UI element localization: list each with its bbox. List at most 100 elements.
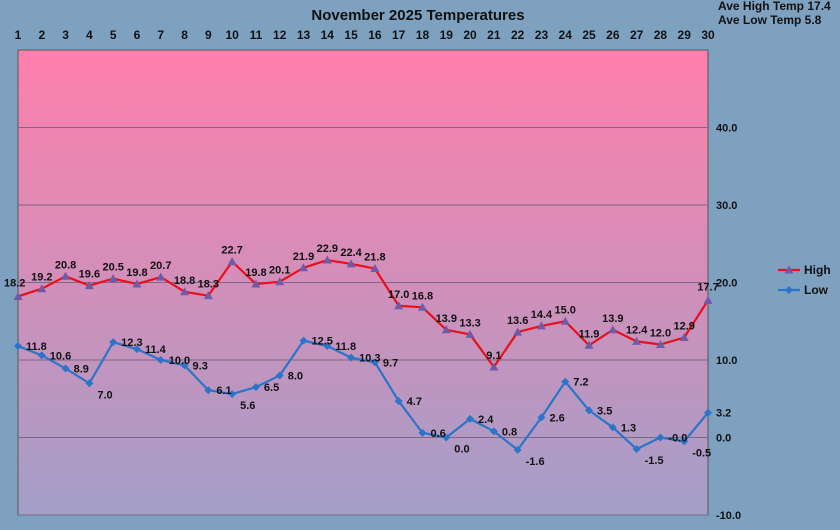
high-data-label: 17.0 bbox=[388, 289, 409, 301]
low-marker bbox=[85, 379, 94, 388]
series-high: 18.2 19.220.819.620.5 19.820.718.8 18.322.7… bbox=[4, 243, 719, 371]
y-tick-label: 30.0 bbox=[716, 200, 737, 212]
series-layer: 18.2 19.220.819.620.5 19.820.718.8 18.322.7… bbox=[4, 243, 731, 468]
low-data-label: 6.1 bbox=[216, 385, 231, 397]
low-data-label: 0.6 bbox=[430, 428, 445, 440]
x-tick-label: 29 bbox=[678, 28, 692, 42]
high-data-label: 17.7 bbox=[697, 281, 718, 293]
high-data-label: 21.8 bbox=[364, 252, 385, 264]
low-marker bbox=[156, 356, 165, 364]
ave-low-temp: Ave Low Temp 5.8 bbox=[718, 13, 822, 27]
low-marker bbox=[394, 397, 403, 406]
legend-label-high: High bbox=[804, 263, 831, 277]
high-marker bbox=[13, 291, 23, 300]
high-data-label: 12.4 bbox=[626, 324, 648, 336]
high-marker bbox=[655, 340, 665, 348]
high-data-label: 20.1 bbox=[269, 265, 290, 277]
legend-marker-low bbox=[785, 286, 793, 294]
high-data-label: 9.1 bbox=[486, 350, 501, 362]
high-marker bbox=[84, 281, 94, 290]
low-marker bbox=[323, 342, 332, 351]
high-marker bbox=[560, 316, 570, 325]
low-marker bbox=[61, 364, 70, 373]
low-data-label: 11.8 bbox=[26, 341, 47, 353]
y-tick-label: 40.0 bbox=[716, 123, 737, 135]
high-marker bbox=[251, 279, 261, 288]
y-tick-label: -10.0 bbox=[716, 510, 741, 522]
low-data-label: -1.6 bbox=[526, 456, 545, 468]
high-data-label: 19.8 bbox=[245, 267, 266, 279]
high-data-label: 22.7 bbox=[221, 245, 242, 257]
low-data-label: 1.3 bbox=[621, 422, 636, 434]
high-marker bbox=[299, 263, 309, 272]
y-tick-label: 20.0 bbox=[716, 278, 737, 290]
low-data-label: -1.5 bbox=[645, 455, 664, 467]
low-data-label: 9.3 bbox=[193, 360, 208, 372]
low-data-label: 3.2 bbox=[716, 408, 731, 420]
x-tick-label: 3 bbox=[62, 28, 69, 42]
low-marker bbox=[489, 427, 498, 436]
low-data-label: 11.4 bbox=[145, 344, 167, 356]
low-marker bbox=[418, 428, 427, 437]
high-data-label: 19.6 bbox=[79, 269, 100, 281]
x-tick-label: 30 bbox=[701, 28, 715, 42]
x-tick-label: 24 bbox=[559, 28, 573, 42]
x-tick-label: 27 bbox=[630, 28, 644, 42]
low-data-label: 9.7 bbox=[383, 357, 398, 369]
x-tick-label: 13 bbox=[297, 28, 311, 42]
low-marker bbox=[204, 386, 213, 395]
x-tick-label: 16 bbox=[368, 28, 382, 42]
low-line bbox=[17, 339, 709, 451]
x-tick-label: 18 bbox=[416, 28, 430, 42]
high-data-label: 22.9 bbox=[317, 243, 338, 255]
x-tick-label: 20 bbox=[463, 28, 477, 42]
high-marker bbox=[536, 321, 546, 330]
low-marker bbox=[37, 351, 46, 360]
x-tick-label: 2 bbox=[38, 28, 45, 42]
x-tick-label: 4 bbox=[86, 28, 93, 42]
x-tick-label: 23 bbox=[535, 28, 549, 42]
legend-label-low: Low bbox=[804, 283, 829, 297]
x-tick-label: 21 bbox=[487, 28, 501, 42]
x-tick-label: 15 bbox=[344, 28, 358, 42]
high-marker bbox=[394, 301, 404, 310]
ave-high-temp: Ave High Temp 17.4 bbox=[718, 0, 831, 13]
x-tick-label: 28 bbox=[654, 28, 668, 42]
x-tick-label: 14 bbox=[321, 28, 335, 42]
low-marker bbox=[347, 353, 356, 362]
x-tick-label: 6 bbox=[134, 28, 141, 42]
high-data-label: 12.9 bbox=[673, 321, 694, 333]
low-data-label: 7.2 bbox=[573, 377, 588, 389]
low-marker bbox=[585, 406, 594, 415]
low-marker bbox=[132, 345, 141, 354]
high-data-label: 18.3 bbox=[198, 279, 219, 291]
high-data-label: 20.8 bbox=[55, 259, 76, 271]
x-tick-label: 11 bbox=[250, 28, 263, 42]
high-marker bbox=[441, 325, 451, 334]
low-marker bbox=[632, 445, 641, 454]
low-marker bbox=[299, 336, 308, 345]
low-data-label: 11.8 bbox=[335, 341, 356, 353]
high-marker bbox=[61, 271, 71, 280]
low-data-label: 8.9 bbox=[74, 364, 89, 376]
y-tick-label: 0.0 bbox=[716, 433, 731, 445]
high-marker bbox=[227, 257, 237, 266]
high-data-label: 19.2 bbox=[31, 272, 52, 284]
low-marker bbox=[442, 433, 451, 442]
low-data-label: 7.0 bbox=[97, 389, 112, 401]
low-marker bbox=[180, 361, 189, 370]
high-marker bbox=[203, 291, 213, 300]
high-data-label: 14.4 bbox=[531, 309, 553, 321]
high-data-label: 12.0 bbox=[650, 328, 671, 340]
low-marker bbox=[370, 358, 379, 367]
low-data-label: -0.5 bbox=[692, 447, 711, 459]
x-tick-label: 10 bbox=[225, 28, 239, 42]
high-marker bbox=[679, 333, 689, 342]
high-marker bbox=[703, 295, 713, 304]
high-data-label: 18.2 bbox=[4, 277, 25, 289]
chart-title: November 2025 Temperatures bbox=[311, 7, 524, 24]
high-marker bbox=[132, 279, 142, 288]
low-marker bbox=[466, 414, 475, 423]
low-data-label: 10.3 bbox=[359, 353, 380, 365]
